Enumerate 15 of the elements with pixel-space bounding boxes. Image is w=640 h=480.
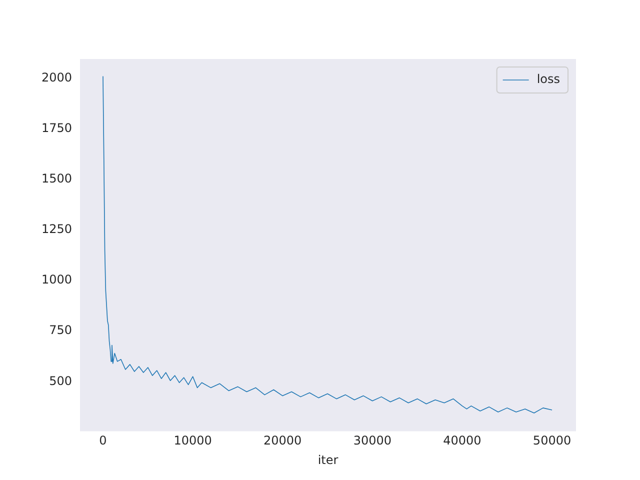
x-tick-label: 0 [99,434,107,448]
x-axis-title: iter [318,452,338,467]
x-tick-label: 50000 [532,434,572,448]
y-tick-label: 1000 [41,272,72,287]
x-tick-label: 10000 [174,434,212,448]
y-tick-label: 1500 [41,171,72,186]
x-tick-label: 40000 [443,434,482,448]
y-tick-label: 750 [49,323,72,338]
y-tick-label: 1250 [41,222,72,236]
x-tick-label: 20000 [264,434,302,448]
y-tick-label: 500 [49,374,72,388]
y-tick-label: 2000 [41,70,72,84]
x-tick-label: 30000 [353,434,392,448]
legend-label: loss [536,72,560,86]
y-tick-label: 1750 [41,120,72,135]
